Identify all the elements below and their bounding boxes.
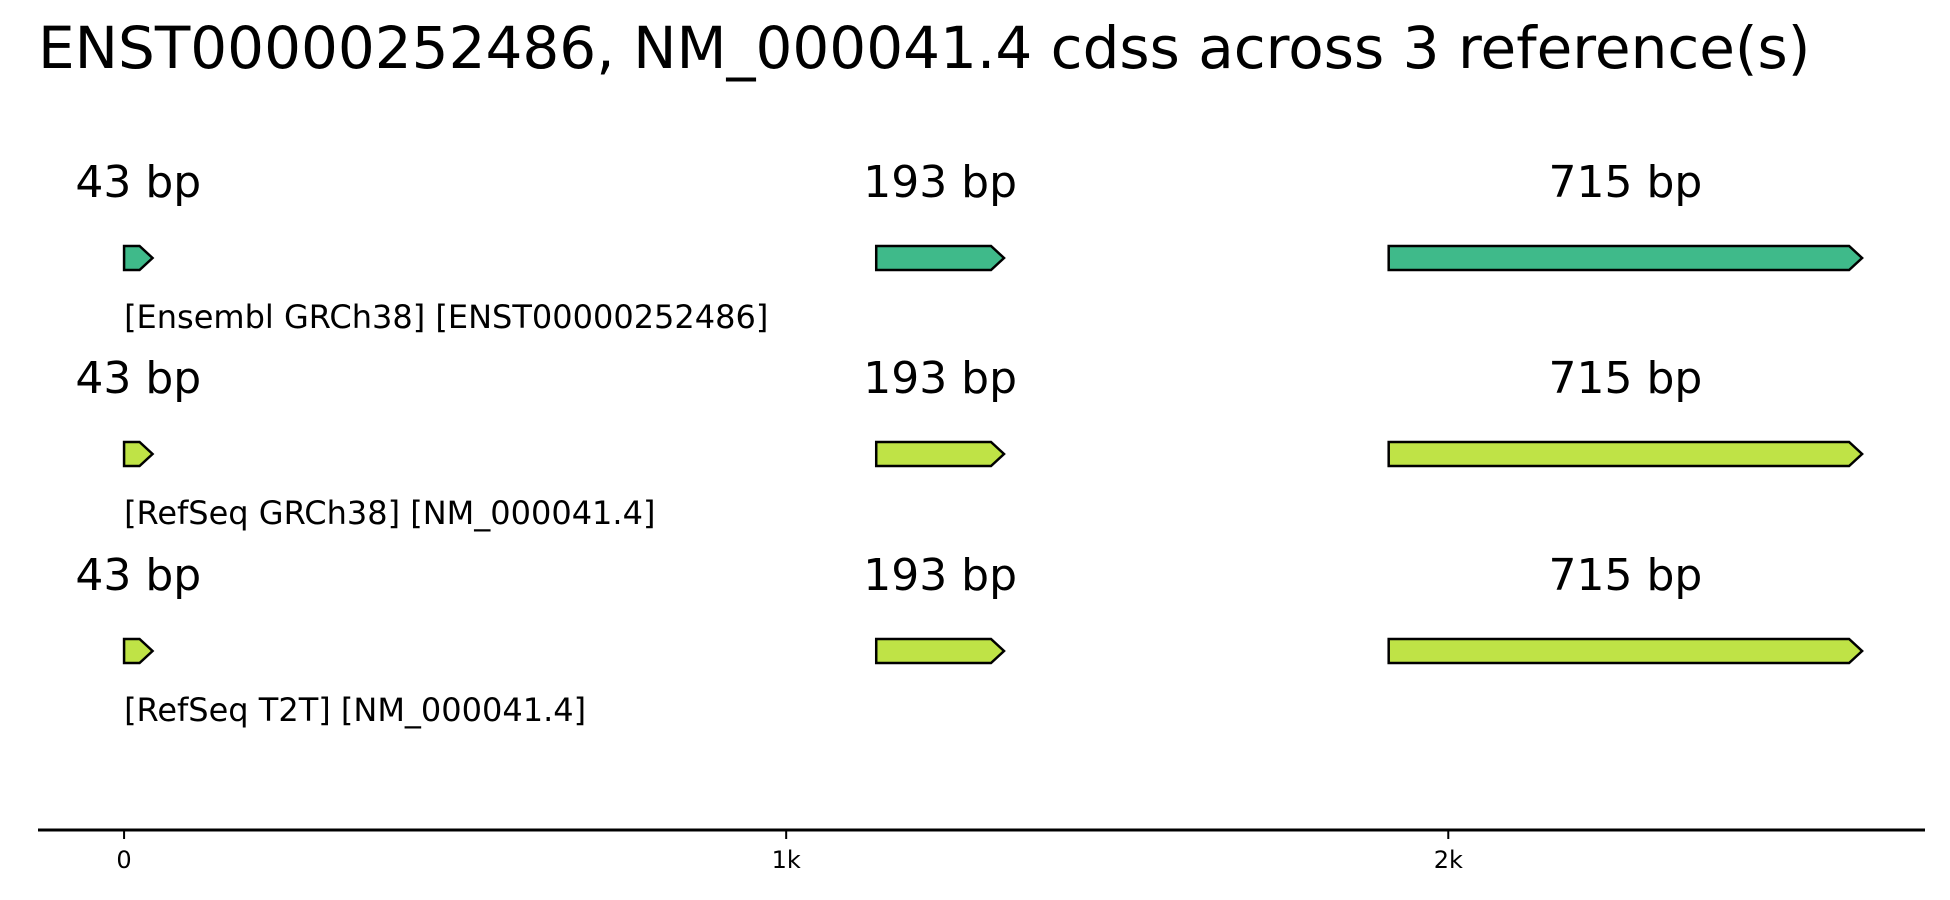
exon-arrow xyxy=(122,440,155,468)
exon-arrow xyxy=(874,440,1006,468)
exon-arrow xyxy=(874,637,1006,665)
exon-arrow xyxy=(874,244,1006,272)
axis-tick-label: 0 xyxy=(116,846,131,874)
track-3: 43 bp 193 bp 715 bp [RefSeq T2T] [NM_000041… xyxy=(75,550,1864,729)
exon-arrow xyxy=(1387,440,1864,468)
reference-label: [RefSeq T2T] [NM_000041.4] xyxy=(124,691,586,729)
exon-arrow xyxy=(122,637,155,665)
exon-length-label: 43 bp xyxy=(75,550,201,601)
axis-tick-label: 2k xyxy=(1434,846,1463,874)
exon-length-label: 43 bp xyxy=(75,353,201,404)
reference-label: [RefSeq GRCh38] [NM_000041.4] xyxy=(124,494,655,532)
track-1: 43 bp 193 bp 715 bp [Ensembl GRCh38] [ENST0… xyxy=(75,157,1864,336)
exon-length-label: 193 bp xyxy=(863,550,1017,601)
x-axis: 0 1k 2k xyxy=(38,828,1925,874)
exon-arrow xyxy=(1387,244,1864,272)
exon-length-label: 715 bp xyxy=(1548,353,1702,404)
exon-length-label: 715 bp xyxy=(1548,550,1702,601)
tracks-group: 43 bp 193 bp 715 bp [Ensembl GRCh38] [ENST0… xyxy=(75,157,1864,729)
chart-title: ENST00000252486, NM_000041.4 cdss across… xyxy=(38,14,1810,82)
exon-length-label: 715 bp xyxy=(1548,157,1702,208)
exon-length-label: 193 bp xyxy=(863,157,1017,208)
track-2: 43 bp 193 bp 715 bp [RefSeq GRCh38] [NM_000… xyxy=(75,353,1864,532)
exon-arrow xyxy=(1387,637,1864,665)
reference-label: [Ensembl GRCh38] [ENST00000252486] xyxy=(124,298,768,336)
axis-tick-label: 1k xyxy=(772,846,801,874)
exon-length-label: 193 bp xyxy=(863,353,1017,404)
exon-length-label: 43 bp xyxy=(75,157,201,208)
exon-arrow xyxy=(122,244,155,272)
